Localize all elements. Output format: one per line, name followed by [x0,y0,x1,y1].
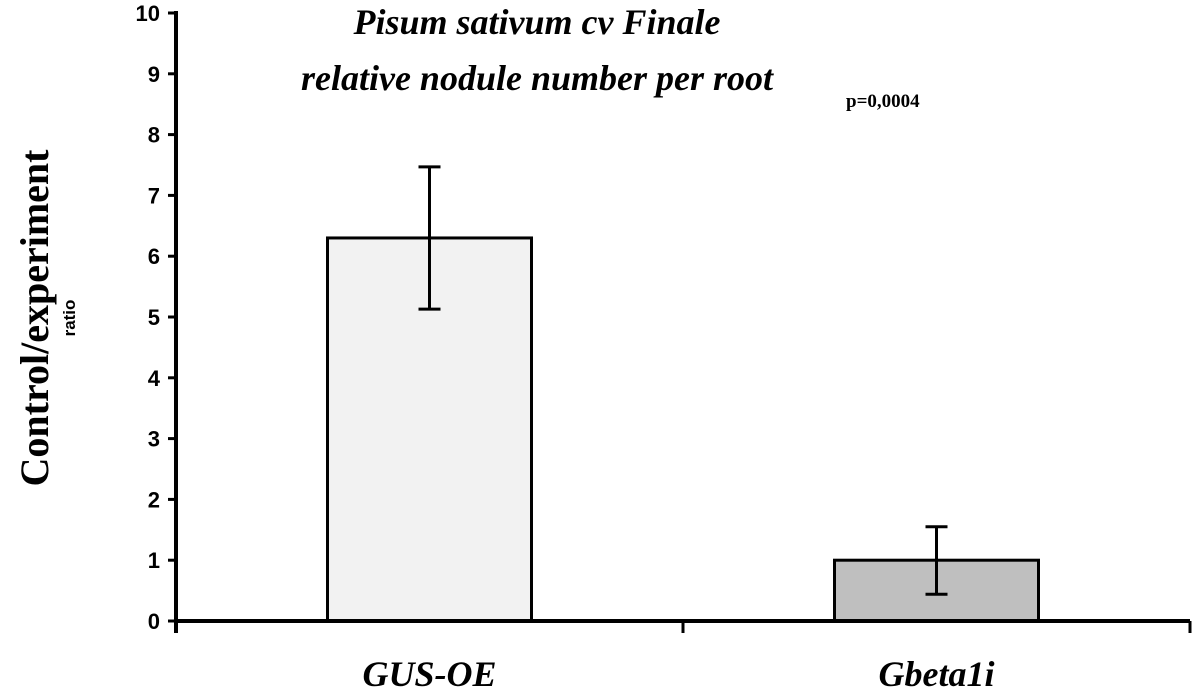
y-tick-label: 8 [148,123,160,148]
y-axis-label-sub: ratio [60,300,79,337]
y-tick-label: 0 [148,609,160,634]
y-tick-label: 3 [148,427,160,452]
x-axis-categories: GUS-OE Gbeta1i [362,654,994,694]
y-tick-label: 9 [148,62,160,87]
axes [174,11,1192,633]
error-bar-gus-oe [418,165,441,311]
y-tick-label: 10 [136,1,160,26]
y-tick-label: 7 [148,183,160,208]
error-bars [418,165,948,596]
chart-title: Pisum sativum cv Finale relative nodule … [301,2,774,98]
y-axis-label: Control/experiment [12,149,57,487]
y-tick-label: 5 [148,305,160,330]
y-tick-label: 2 [148,487,160,512]
y-axis-ticks: 0 1 2 3 4 5 6 7 8 9 10 [136,1,176,634]
y-tick-label: 6 [148,244,160,269]
chart-title-line-1: Pisum sativum cv Finale [352,2,720,42]
y-tick-label: 1 [148,548,160,573]
error-bar-gbeta1i [925,525,948,596]
bars [326,236,1040,623]
p-value-annotation: p=0,0004 [846,91,920,112]
chart-title-line-2: relative nodule number per root [301,58,774,98]
x-category-label: Gbeta1i [879,654,995,694]
y-tick-label: 4 [148,366,161,391]
x-category-label: GUS-OE [362,654,496,694]
